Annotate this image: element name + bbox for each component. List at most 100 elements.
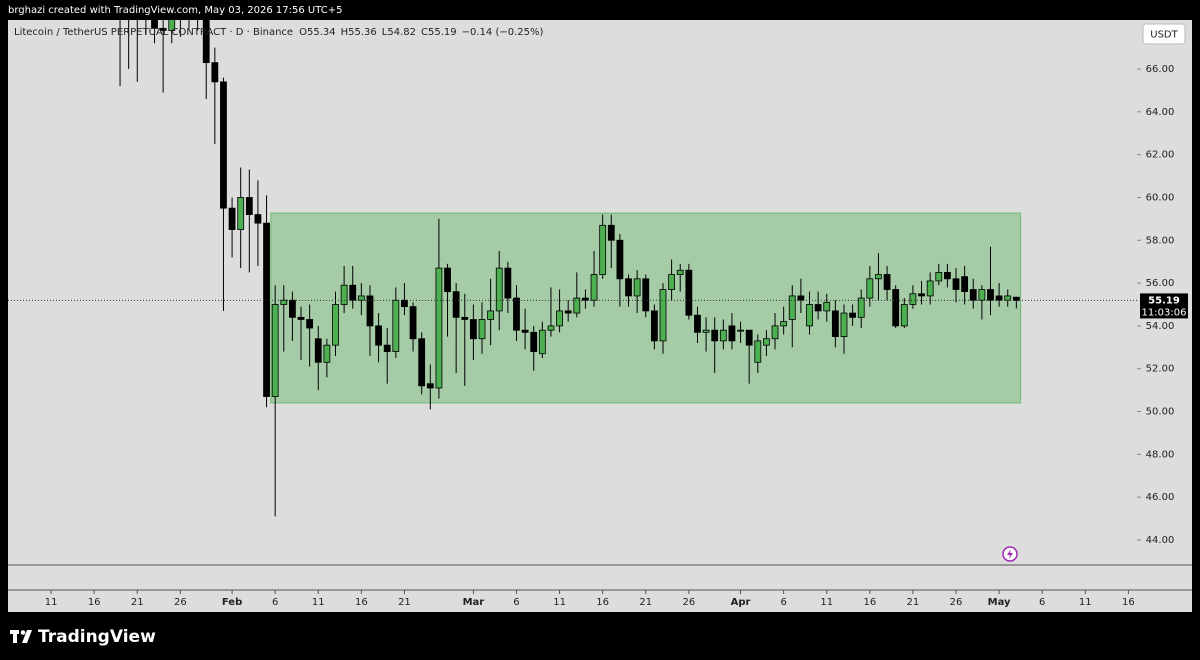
logo-text: TradingView — [38, 627, 156, 647]
candle-body — [625, 278, 632, 297]
candle-body — [332, 304, 339, 346]
candle-body — [383, 344, 391, 352]
candle-body — [719, 329, 727, 342]
x-tick-label: 6 — [1039, 597, 1045, 608]
y-tick-label: 62.00 — [1146, 150, 1175, 161]
candle-body — [521, 329, 529, 333]
candle-body — [987, 289, 994, 301]
candle-body — [668, 274, 676, 290]
candle-body — [943, 271, 951, 280]
candle-body — [771, 325, 779, 340]
candle-body — [401, 299, 408, 308]
candle-body — [926, 280, 934, 297]
candle-body — [513, 297, 520, 331]
candle-body — [375, 325, 382, 346]
candle-body — [504, 267, 512, 299]
x-tick-label: 16 — [863, 597, 876, 608]
candle-body — [245, 197, 253, 215]
chart-panel — [8, 20, 1192, 612]
candle-body — [676, 269, 684, 275]
x-tick-label: 16 — [355, 597, 368, 608]
candle-body — [237, 197, 245, 230]
candle-body — [418, 338, 426, 387]
y-tick-label: 66.00 — [1146, 64, 1175, 75]
y-tick-label: 46.00 — [1146, 492, 1175, 503]
candle-body — [952, 278, 960, 290]
candle-body — [357, 295, 365, 301]
candle-body — [745, 329, 753, 346]
currency-button[interactable] — [1142, 23, 1186, 45]
candle-body — [780, 321, 788, 327]
candle-body — [806, 304, 813, 327]
candle-body — [659, 289, 667, 342]
ohlc-value: 54.82 — [387, 27, 416, 38]
candle-body — [883, 274, 891, 290]
candle-body — [573, 297, 581, 314]
x-tick-label: 16 — [1122, 597, 1135, 608]
x-tick-label: 16 — [596, 597, 609, 608]
candle-body — [151, 20, 158, 29]
candle-body — [159, 27, 167, 31]
candle-body — [935, 271, 943, 282]
last-price-label: 55.19 — [1148, 295, 1180, 306]
ohlc-value: 55.19 — [428, 27, 457, 38]
x-tick-label: 11 — [553, 597, 566, 608]
candle-body — [633, 278, 641, 297]
watermark: brghazi created with TradingView.com, Ma… — [8, 5, 343, 16]
change-value: −0.14 (−0.25%) — [462, 27, 544, 38]
last-price-tag — [1140, 293, 1188, 319]
candle-body — [702, 329, 710, 333]
candle-body — [831, 310, 839, 337]
x-tick-label: May — [988, 597, 1011, 608]
x-tick-label: Apr — [731, 597, 751, 608]
candle-body — [306, 319, 314, 329]
y-tick-label: 48.00 — [1146, 449, 1175, 460]
candle-body — [642, 278, 650, 312]
candle-body — [616, 239, 624, 280]
x-tick-label: 11 — [45, 597, 58, 608]
candle-body — [461, 316, 469, 320]
candle-body — [737, 329, 744, 332]
candle-body — [228, 207, 236, 230]
candle-body — [685, 269, 693, 316]
x-tick-label: 21 — [398, 597, 411, 608]
candle-body — [289, 299, 296, 318]
candle-body — [530, 331, 538, 352]
y-tick-label: 52.00 — [1146, 364, 1175, 375]
candle-body — [840, 312, 848, 337]
x-tick-label: 26 — [682, 597, 695, 608]
currency-label[interactable]: USDT — [1150, 30, 1178, 41]
y-tick-label: 44.00 — [1146, 535, 1175, 546]
x-tick-label: 11 — [820, 597, 833, 608]
x-tick-label: 26 — [950, 597, 963, 608]
candle-body — [599, 224, 607, 275]
candle-body — [814, 304, 822, 312]
candle-body — [849, 312, 856, 318]
x-tick-label: 11 — [1079, 597, 1092, 608]
candle-body — [538, 329, 546, 355]
x-tick-label: 11 — [312, 597, 325, 608]
x-tick-label: 21 — [131, 597, 144, 608]
candle-body — [995, 295, 1003, 301]
countdown-label: 11:03:06 — [1142, 307, 1187, 318]
x-tick-label: 16 — [88, 597, 101, 608]
candle-body — [918, 293, 925, 297]
x-tick-label: 6 — [513, 597, 519, 608]
candle-body — [590, 274, 598, 301]
x-tick-label: 6 — [780, 597, 786, 608]
alert-icon[interactable] — [1002, 546, 1018, 562]
ohlc-value: 55.36 — [348, 27, 377, 38]
y-tick-label: 58.00 — [1146, 235, 1175, 246]
candle-body — [263, 222, 270, 397]
candle-body — [650, 310, 658, 342]
candle-body — [409, 306, 417, 340]
candle-body — [478, 319, 486, 340]
candle-body — [452, 291, 460, 318]
symbol-title: Litecoin / TetherUS PERPETUAL CONTRACT ·… — [14, 27, 293, 38]
y-tick-label: 64.00 — [1146, 107, 1175, 118]
candle-body — [220, 81, 227, 209]
candle-body — [444, 267, 451, 293]
x-tick-label: Mar — [463, 597, 485, 608]
candle-body — [280, 299, 288, 305]
